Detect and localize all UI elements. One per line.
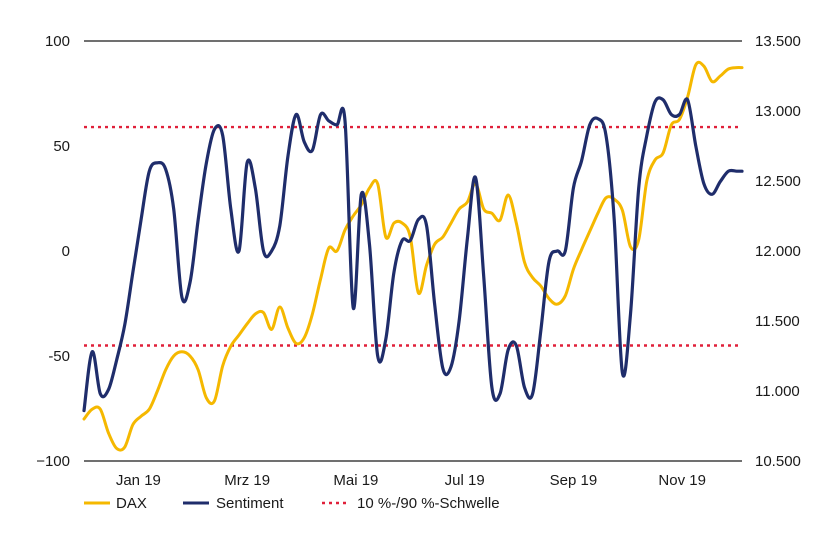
sentiment-line bbox=[82, 96, 744, 413]
legend-sentiment-label: Sentiment bbox=[216, 495, 284, 512]
y-right-tick-label: 11.000 bbox=[755, 383, 800, 400]
x-tick-label: Sep 19 bbox=[550, 472, 598, 489]
y-left-tick-label: 0 bbox=[62, 243, 70, 260]
y-right-tick-label: 12.000 bbox=[755, 243, 801, 260]
y-right-tick-label: 12.500 bbox=[755, 173, 801, 190]
x-tick-label: Nov 19 bbox=[658, 472, 706, 489]
x-tick-label: Mai 19 bbox=[333, 472, 378, 489]
axes: 100 50 0 -50 −100 13.500 13.000 12.500 12.000 11.… bbox=[36, 33, 801, 489]
y-left-tick-label: 50 bbox=[53, 138, 70, 155]
x-tick-label: Mrz 19 bbox=[224, 472, 270, 489]
dax-line bbox=[82, 60, 744, 452]
y-right-tick-label: 13.000 bbox=[755, 103, 801, 120]
y-right-tick-label: 10.500 bbox=[755, 453, 801, 470]
legend-dax-label: DAX bbox=[116, 495, 147, 512]
plot-area bbox=[82, 60, 744, 452]
y-right-tick-label: 11.500 bbox=[755, 313, 800, 330]
y-right-tick-label: 13.500 bbox=[755, 33, 801, 50]
legend: DAX Sentiment 10 %-/90 %-Schwelle bbox=[84, 495, 500, 512]
x-tick-label: Jul 19 bbox=[445, 472, 485, 489]
legend-threshold-label: 10 %-/90 %-Schwelle bbox=[357, 495, 500, 512]
y-left-tick-label: -50 bbox=[48, 348, 70, 365]
y-left-tick-label: −100 bbox=[36, 453, 70, 470]
y-left-tick-label: 100 bbox=[45, 33, 70, 50]
x-tick-label: Jan 19 bbox=[116, 472, 161, 489]
